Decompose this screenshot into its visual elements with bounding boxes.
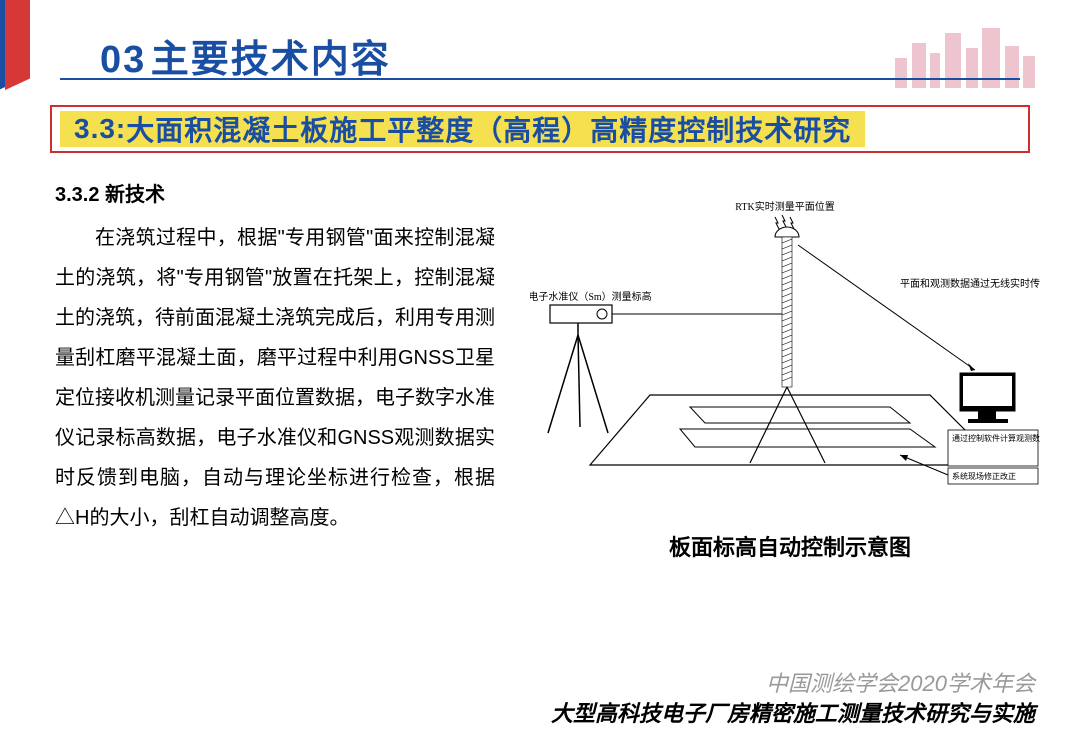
control-diagram: RTK实时测量平面位置 电子水准仪（Sm）测量标高 <box>530 195 1040 505</box>
section-number: 03 <box>100 39 146 81</box>
banner-number: 3.3: <box>74 113 126 145</box>
footer-title: 大型高科技电子厂房精密施工测量技术研究与实施 <box>551 696 1035 728</box>
header-underline <box>60 78 1020 80</box>
diagram-caption: 板面标高自动控制示意图 <box>580 530 1000 562</box>
footer-conference: 中国测绘学会2020学术年会 <box>766 666 1035 698</box>
diagram-label-right3: 系统现场修正改正 <box>952 471 1016 481</box>
banner-title: 大面积混凝土板施工平整度（高程）高精度控制技术研究 <box>126 109 851 149</box>
diagram-label-top: RTK实时测量平面位置 <box>735 200 834 213</box>
page-header: 03 主要技术内容 <box>100 28 1020 83</box>
subsection-heading: 3.3.2 新技术 <box>55 178 165 207</box>
diagram-label-left: 电子水准仪（Sm）测量标高 <box>530 290 652 303</box>
section-banner: 3.3: 大面积混凝土板施工平整度（高程）高精度控制技术研究 <box>50 105 1030 153</box>
body-paragraph: 在浇筑过程中，根据"专用钢管"面来控制混凝土的浇筑，将"专用钢管"放置在托架上，… <box>55 218 495 538</box>
section-title: 主要技术内容 <box>151 39 391 81</box>
diagram-label-right2: 通过控制软件计算观测数据与理论数据偏差 <box>952 433 1040 443</box>
diagram-label-right1: 平面和观测数据通过无线实时传输到电脑 <box>900 277 1040 290</box>
